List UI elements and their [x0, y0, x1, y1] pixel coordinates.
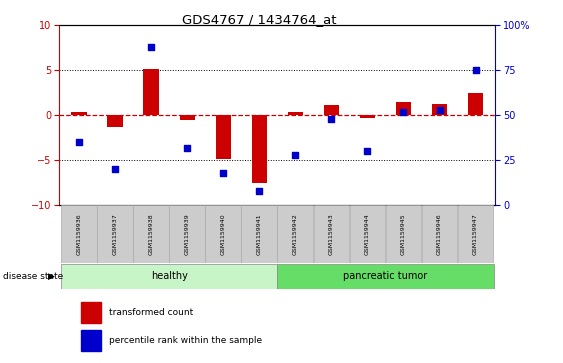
Text: GSM1159946: GSM1159946 — [437, 213, 442, 255]
Text: percentile rank within the sample: percentile rank within the sample — [109, 336, 262, 345]
Point — [291, 152, 300, 158]
Bar — [108, 115, 123, 127]
Text: GSM1159944: GSM1159944 — [365, 213, 370, 255]
Bar — [277, 264, 494, 289]
Point — [399, 109, 408, 115]
Bar — [422, 205, 457, 263]
Text: GSM1159945: GSM1159945 — [401, 213, 406, 255]
Text: GSM1159936: GSM1159936 — [77, 213, 82, 255]
Text: ▶: ▶ — [48, 272, 55, 281]
Bar — [396, 102, 411, 115]
Bar — [81, 330, 101, 351]
Bar — [216, 115, 231, 159]
Bar — [169, 205, 205, 263]
Text: GSM1159940: GSM1159940 — [221, 213, 226, 255]
Bar — [288, 112, 303, 115]
Text: GSM1159939: GSM1159939 — [185, 213, 190, 255]
Bar — [252, 115, 267, 183]
Bar — [360, 115, 375, 118]
Text: GDS4767 / 1434764_at: GDS4767 / 1434764_at — [182, 13, 336, 26]
Bar — [133, 205, 169, 263]
Text: GSM1159947: GSM1159947 — [473, 213, 478, 255]
Bar — [205, 205, 241, 263]
Text: GSM1159943: GSM1159943 — [329, 213, 334, 255]
Text: GSM1159942: GSM1159942 — [293, 213, 298, 255]
Bar — [81, 302, 101, 323]
Bar — [278, 205, 313, 263]
Bar — [432, 103, 447, 115]
Bar — [458, 205, 493, 263]
Bar — [242, 205, 277, 263]
Point — [363, 148, 372, 154]
Text: GSM1159937: GSM1159937 — [113, 213, 118, 255]
Bar — [180, 115, 195, 120]
Point — [182, 145, 191, 151]
Bar — [314, 205, 349, 263]
Bar — [324, 105, 339, 115]
Bar — [386, 205, 421, 263]
Text: GSM1159941: GSM1159941 — [257, 213, 262, 255]
Bar — [350, 205, 385, 263]
Point — [327, 116, 336, 122]
Bar — [144, 69, 159, 115]
Bar — [97, 205, 133, 263]
Point — [471, 68, 480, 73]
Bar — [468, 93, 483, 115]
Point — [146, 44, 155, 50]
Bar — [61, 264, 277, 289]
Text: transformed count: transformed count — [109, 308, 194, 317]
Point — [218, 170, 227, 176]
Point — [74, 139, 83, 145]
Text: disease state: disease state — [3, 272, 63, 281]
Bar — [61, 205, 97, 263]
Text: GSM1159938: GSM1159938 — [149, 213, 154, 255]
Point — [254, 188, 263, 193]
Bar — [72, 112, 87, 115]
Point — [110, 166, 119, 172]
Point — [435, 107, 444, 113]
Text: healthy: healthy — [151, 271, 187, 281]
Text: pancreatic tumor: pancreatic tumor — [343, 271, 427, 281]
